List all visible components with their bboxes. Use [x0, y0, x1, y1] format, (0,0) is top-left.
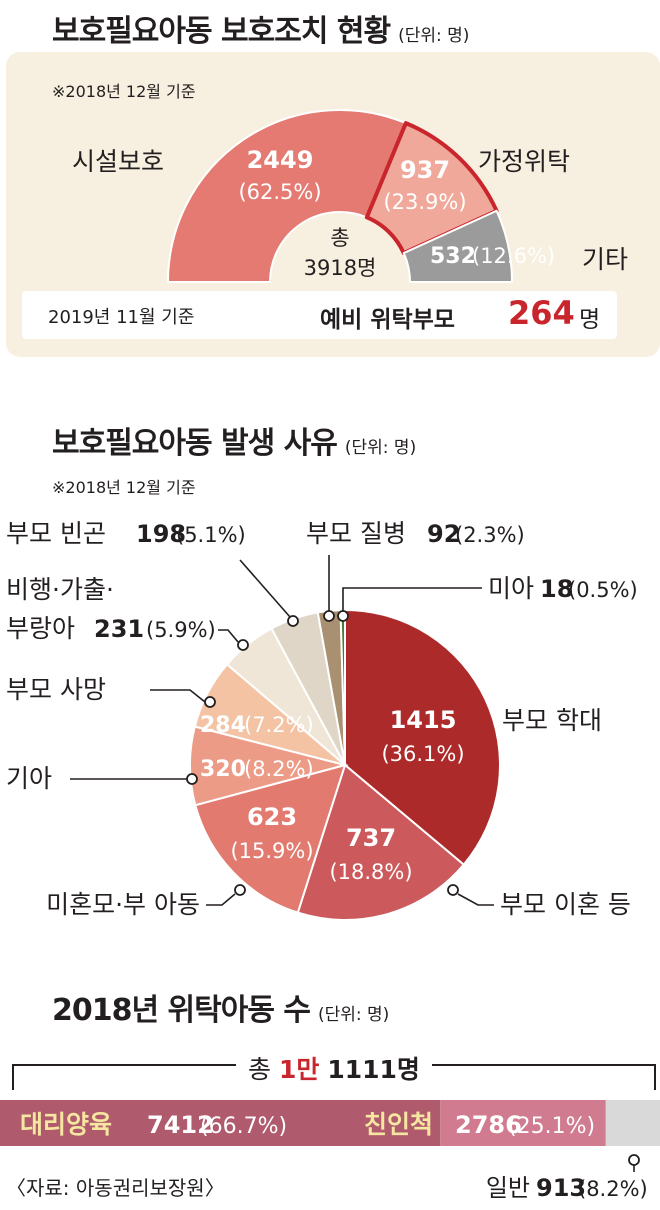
pie-leader-dot-2	[234, 884, 246, 896]
pie-category-1: 부모 이혼 등	[500, 890, 631, 919]
pie-leader-line-4	[150, 689, 206, 703]
section2-note: ※2018년 12월 기준	[52, 478, 196, 497]
bar-category-2: 일반	[486, 1174, 530, 1202]
pie-percent-2: (15.9%)	[230, 839, 313, 863]
foster-value: 264	[508, 294, 575, 332]
section3-title: 2018년 위탁아동 수 (단위: 명)	[52, 985, 389, 1029]
pie-leader-line-8	[342, 587, 482, 611]
pie-category-0: 부모 학대	[502, 706, 602, 735]
donut-percent-1: (23.9%)	[383, 190, 466, 214]
donut-value-1: 937	[400, 156, 450, 184]
pie-outer-value-8: 18	[540, 575, 573, 603]
foster-total-num1: 1만	[278, 1055, 320, 1084]
bar-segment-1	[440, 1100, 606, 1146]
donut-slice-0	[167, 109, 407, 283]
bar-category-1: 친인척	[364, 1110, 433, 1139]
pie-category-6: 부모 빈곤	[6, 519, 106, 548]
pie-leader-dot-3	[186, 773, 198, 785]
donut-total-value: 3918명	[304, 256, 377, 280]
section2-unit: (단위: 명)	[344, 438, 417, 458]
bar-percent-2: (8.2%)	[578, 1177, 648, 1201]
bar-percent-1: (25.1%)	[508, 1114, 595, 1139]
section3-unit: (단위: 명)	[318, 1005, 390, 1025]
bar-value-0: 7412	[147, 1111, 214, 1139]
section1-title: 보호필요아동 보호조치 현황 (단위: 명)	[52, 6, 469, 50]
pie-leader-line-5	[218, 629, 239, 643]
pie-outer-value-7: 92	[427, 520, 460, 548]
bar-percent-0: (66.7%)	[200, 1114, 287, 1139]
foster-parent-box: 2019년 11월 기준 예비 위탁부모 264 명	[22, 291, 617, 339]
pie-leader-line-6	[239, 559, 291, 618]
pie-value-1: 737	[346, 824, 396, 852]
foster-total-num2: 1111	[327, 1055, 397, 1084]
pie-outer-percent-7: (2.3%)	[455, 523, 525, 547]
donut-category-1: 가정위탁	[478, 147, 570, 176]
bar-segment-2	[605, 1100, 660, 1146]
donut-percent-2: (12.6%)	[472, 244, 555, 268]
section1-title-text: 보호필요아동 보호조치 현황	[52, 14, 391, 49]
pie-percent-1: (18.8%)	[329, 860, 412, 884]
pie-leader-dot-1	[447, 884, 459, 896]
section1-unit: (단위: 명)	[398, 26, 470, 46]
pie-category-5-line1: 비행·가출·	[6, 575, 114, 604]
section3-title-text: 2018년 위탁아동 수	[52, 993, 311, 1028]
pie-leader-line-1	[457, 893, 494, 906]
foster-total-suffix: 명	[396, 1055, 420, 1084]
foster-stacked-bar: 대리양육 7412(66.7%) 친인척 2786(25.1%) 일반 913(8.2%)	[0, 1100, 660, 1202]
pie-slice-2	[194, 763, 347, 914]
pie-value-4: 284	[200, 713, 246, 738]
pie-outer-value-6: 198	[136, 520, 186, 548]
pie-leader-dot-6	[287, 615, 299, 627]
foster-date: 2019년 11월 기준	[48, 307, 195, 328]
donut-category-0: 시설보호	[72, 147, 164, 176]
pie-percent-4: (7.2%)	[244, 713, 314, 737]
half-donut-chart: 2449 (62.5%) 937 (23.9%) 532(12.6%) 시설보호 가정위탁기…	[72, 109, 628, 283]
pie-category-8: 미아	[488, 574, 534, 603]
bar-segment-0	[0, 1100, 441, 1146]
pie-percent-3: (8.2%)	[244, 757, 314, 781]
pie-category-2: 미혼모·부 아동	[46, 890, 200, 919]
donut-value-0: 2449	[247, 146, 314, 174]
pie-category-4: 부모 사망	[6, 675, 106, 704]
reasons-pie-chart: 1415 (36.1%) 737 (18.8%) 623 (15.9%) 320(8.2%)…	[6, 519, 638, 921]
pie-outer-value-5: 231	[94, 615, 144, 643]
donut-value-2: 532	[430, 244, 476, 269]
pie-leader-dot-7	[323, 610, 335, 622]
pie-leader-dot-8	[337, 610, 349, 622]
foster-total-prefix: 총	[248, 1055, 272, 1084]
foster-total: 총 1만 1111명	[236, 1050, 432, 1086]
pie-outer-percent-6: (5.1%)	[176, 523, 246, 547]
foster-suffix: 명	[579, 307, 601, 333]
section2-title: 보호필요아동 발생 사유 (단위: 명)	[52, 418, 416, 462]
pie-leader-dot-4	[204, 696, 216, 708]
bar-category-0: 대리양육	[20, 1110, 112, 1139]
foster-label: 예비 위탁부모	[320, 307, 455, 333]
bar-value-1: 2786	[455, 1111, 522, 1139]
donut-slice-2	[402, 209, 513, 283]
pie-leader-dot-5	[237, 639, 249, 651]
pie-outer-percent-5: (5.9%)	[146, 618, 216, 642]
source-note: 〈자료: 아동권리보장원〉	[6, 1176, 225, 1200]
pie-value-0: 1415	[390, 706, 457, 734]
pie-value-3: 320	[200, 757, 246, 782]
pie-slice-0	[344, 608, 501, 867]
pie-category-3: 기아	[6, 764, 52, 793]
section1-note: ※2018년 12월 기준	[52, 82, 196, 101]
bar-value-2: 913	[536, 1174, 586, 1202]
donut-category-2: 기타	[582, 245, 628, 274]
bar-leader-dot-2	[628, 1154, 640, 1166]
pie-value-2: 623	[247, 803, 297, 831]
pie-slice-1	[296, 763, 466, 921]
pie-leader-line-2	[206, 893, 236, 906]
pie-category-7: 부모 질병	[306, 519, 406, 548]
pie-outer-percent-8: (0.5%)	[568, 578, 638, 602]
donut-percent-0: (62.5%)	[238, 180, 321, 204]
pie-category-5-line2: 부랑아	[6, 614, 75, 643]
pie-percent-0: (36.1%)	[381, 742, 464, 766]
section2-title-text: 보호필요아동 발생 사유	[52, 426, 338, 461]
donut-total-label: 총	[330, 226, 349, 250]
